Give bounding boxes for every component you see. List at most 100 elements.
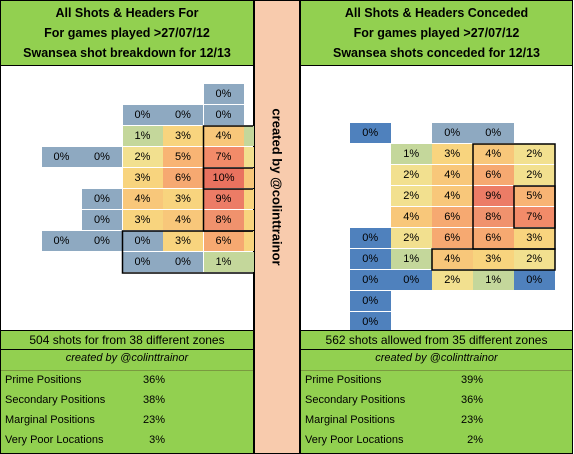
heatmap-cell: 1% [391,249,432,269]
heatmap-cell: 0% [82,231,122,251]
stat-value: 23% [142,414,165,426]
stat-value: 38% [142,394,165,406]
shots-for-credit: created by @colinttrainor [65,352,189,364]
shots-for-heatmap: 0%0%0%0%1%3%4%1%0%0%2%5%7%2%3%6%10%4%0%4… [0,66,284,330]
heatmap-cell: 0% [122,252,163,272]
shots-conceded-title: All Shots & Headers Conceded [344,6,529,20]
shots-conceded-caption: Swansea shots conceded for 12/13 [332,46,541,60]
heatmap-cell: 1% [391,144,432,164]
shots-conceded-panel: All Shots & Headers Conceded For games p… [300,0,573,454]
stat-label: Secondary Positions [305,394,406,406]
stat-label: Prime Positions [5,374,82,386]
heatmap-cell: 3% [473,249,514,269]
stat-value: 2% [467,434,483,446]
heatmap-cell: 1% [473,270,514,290]
shots-for-header: All Shots & Headers For For games played… [0,0,254,66]
heatmap-cell: 4% [432,249,473,269]
shots-for-caption: Swansea shot breakdown for 12/13 [23,46,231,60]
heatmap-cell: 4% [432,186,473,206]
heatmap-cell: 2% [122,147,163,167]
heatmap-cell: 6% [473,228,514,248]
stat-value: 39% [460,374,483,386]
heatmap-cell: 2% [391,228,432,248]
heatmap-cell: 4% [432,165,473,185]
heatmap-cell: 3% [514,228,555,248]
heatmap-cell: 0% [163,252,203,272]
stat-value: 23% [460,414,483,426]
heatmap-cell: 0% [41,231,82,251]
heatmap-cell: 0% [432,123,473,143]
heatmap-cell: 0% [82,147,122,167]
heatmap-cell: 0% [203,84,244,104]
heatmap-cell: 2% [514,144,555,164]
divider-line [301,370,572,371]
heatmap-cell: 2% [391,186,432,206]
stat-label: Marginal Positions [5,414,95,426]
shots-for-title: All Shots & Headers For [55,6,199,20]
heatmap-cell: 0% [350,123,391,143]
stat-label: Very Poor Locations [5,434,104,446]
heatmap-cell: 2% [391,165,432,185]
heatmap-cell: 0% [82,210,122,230]
heatmap-cell: 0% [122,105,163,125]
heatmap-cell: 0% [514,270,555,290]
shots-for-summary: 504 shots for from 38 different zones [0,330,254,350]
heatmap-cell: 3% [163,189,203,209]
heatmap-cell: 0% [82,189,122,209]
heatmap-cell: 0% [350,249,391,269]
heatmap-cell: 10% [203,168,244,188]
heatmap-cell: 2% [432,270,473,290]
heatmap-cell: 9% [203,189,244,209]
heatmap-cell: 3% [122,168,163,188]
heatmap-cell: 4% [203,126,244,146]
heatmap-cell: 9% [473,186,514,206]
vertical-credit: created by @colinttrainor [269,108,285,266]
heatmap-cell: 6% [163,168,203,188]
shots-conceded-heatmap: 0% 0% 0% 1% 3% 4% 2% 2% 4% 6% 2% 2% 4% 9% 5% 4% 6% 8% 7% 0%… [300,66,573,332]
heatmap-cell: 3% [163,231,203,251]
heatmap-cell: 0% [350,270,391,290]
heatmap-cell: 1% [122,126,163,146]
heatmap-cell: 0% [203,105,244,125]
shots-conceded-subtitle: For games played >27/07/12 [353,26,520,40]
heatmap-cell: 0% [122,231,163,251]
shots-for-stats: created by @colinttrainor Prime Position… [0,350,254,454]
stat-value: 3% [149,434,165,446]
shots-conceded-header: All Shots & Headers Conceded For games p… [300,0,573,66]
shots-for-panel: All Shots & Headers For For games played… [0,0,284,454]
divider-line [1,370,253,371]
heatmap-cell: 0% [350,228,391,248]
heatmap-cell: 0% [391,270,432,290]
heatmap-cell: 8% [203,210,244,230]
heatmap-cell: 3% [432,144,473,164]
heatmap-cell: 0% [350,291,391,311]
heatmap-cell: 7% [514,207,555,227]
heatmap-cell: 8% [473,207,514,227]
stat-value: 36% [142,374,165,386]
heatmap-cell: 5% [163,147,203,167]
stat-label: Secondary Positions [5,394,106,406]
shots-for-subtitle: For games played >27/07/12 [44,26,210,40]
heatmap-cell: 1% [203,252,244,272]
heatmap-cell: 4% [122,189,163,209]
heatmap-cell: 0% [163,105,203,125]
heatmap-cell: 6% [203,231,244,251]
heatmap-cell: 0% [350,312,391,332]
heatmap-cell: 6% [432,228,473,248]
heatmap-cell: 4% [391,207,432,227]
heatmap-cell: 6% [432,207,473,227]
stat-value: 36% [460,394,483,406]
heatmap-cell: 3% [163,126,203,146]
stat-label: Prime Positions [305,374,382,386]
heatmap-cell: 2% [514,249,555,269]
heatmap-cell: 4% [473,144,514,164]
shots-conceded-stats: created by @colinttrainor Prime Position… [300,350,573,454]
heatmap-cell: 7% [203,147,244,167]
heatmap-cell: 4% [163,210,203,230]
stat-label: Very Poor Locations [305,434,404,446]
shots-conceded-credit: created by @colinttrainor [375,352,498,364]
center-divider: created by @colinttrainor [254,0,300,454]
heatmap-cell: 0% [473,123,514,143]
shots-conceded-summary: 562 shots allowed from 35 different zone… [300,330,573,350]
stat-label: Marginal Positions [305,414,395,426]
